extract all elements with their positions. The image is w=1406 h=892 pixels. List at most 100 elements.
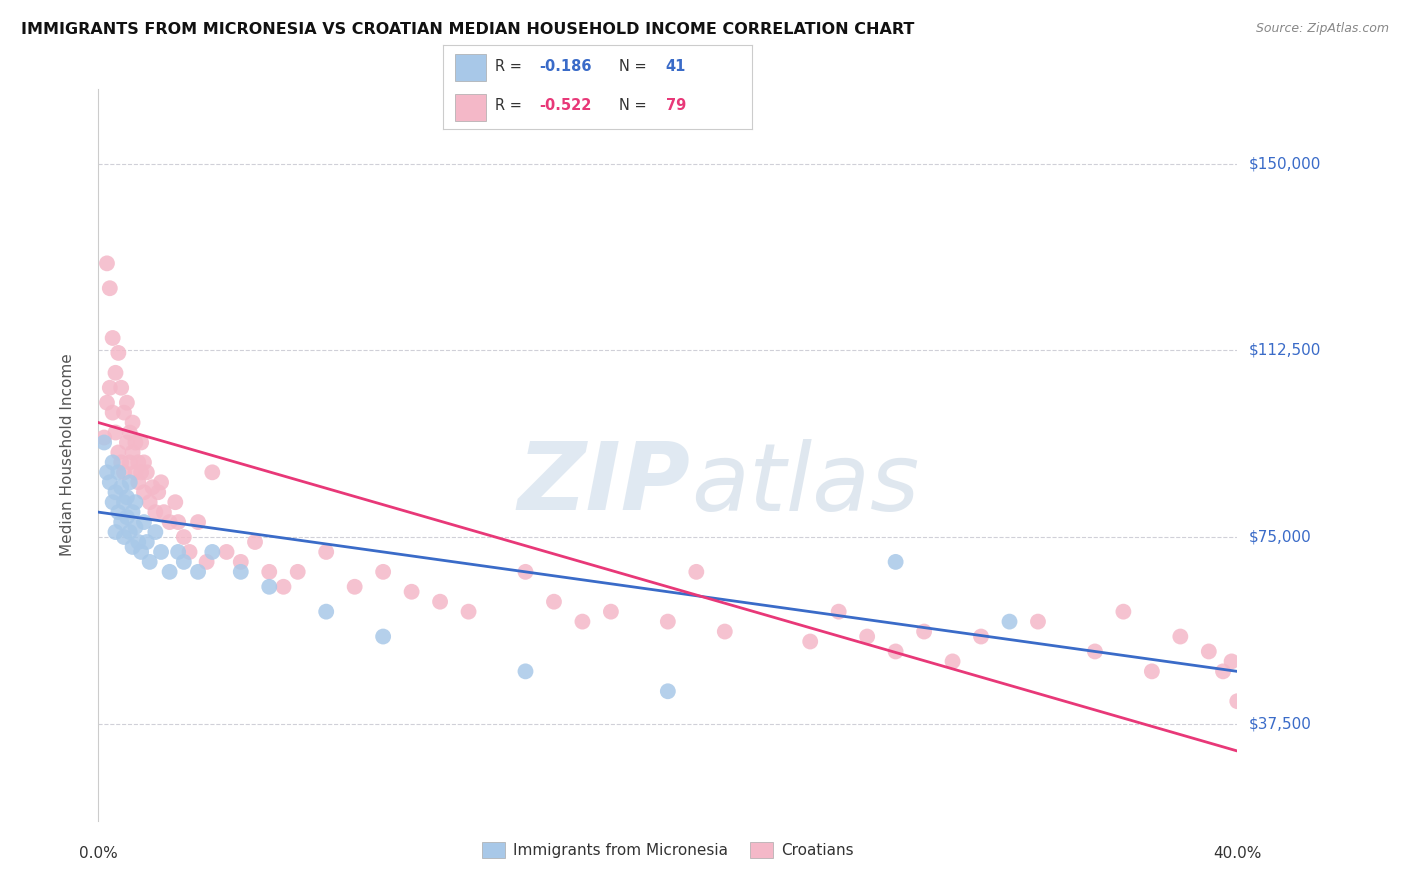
Text: 40.0%: 40.0% (1213, 846, 1261, 861)
Point (112, 530, 135, 544)
Point (1212, 665, 1234, 679)
Bar (456, 54, 486, 81)
Point (101, 331, 124, 345)
Bar (456, 94, 486, 120)
Point (124, 495, 146, 509)
Point (884, 555, 907, 569)
Point (401, 584, 423, 599)
Point (571, 615, 593, 629)
Text: -0.186: -0.186 (538, 59, 592, 74)
Text: IMMIGRANTS FROM MICRONESIA VS CROATIAN MEDIAN HOUSEHOLD INCOME CORRELATION CHART: IMMIGRANTS FROM MICRONESIA VS CROATIAN M… (21, 22, 914, 37)
Point (110, 381, 132, 395)
Point (373, 565, 395, 579)
Point (110, 455, 132, 469)
Point (135, 466, 157, 480)
Point (315, 545, 337, 559)
Point (129, 466, 152, 480)
Point (124, 466, 146, 480)
Point (1226, 694, 1249, 708)
Text: $75,000: $75,000 (1249, 530, 1312, 544)
Point (124, 520, 146, 534)
Point (259, 565, 281, 579)
Point (515, 565, 537, 579)
Point (101, 495, 124, 509)
Point (132, 455, 155, 469)
Text: N =: N = (619, 98, 651, 113)
Point (229, 565, 252, 579)
Point (148, 485, 170, 500)
Point (96, 256, 118, 270)
Point (201, 545, 224, 559)
Text: 41: 41 (665, 59, 686, 74)
Point (167, 545, 190, 559)
Text: 79: 79 (665, 98, 686, 113)
Point (115, 510, 138, 524)
Point (110, 480, 132, 494)
Point (343, 580, 366, 594)
Point (104, 524, 127, 539)
Point (1140, 665, 1163, 679)
Point (112, 466, 135, 480)
Point (1112, 605, 1135, 619)
Point (1198, 644, 1220, 658)
Point (138, 495, 160, 509)
Point (1170, 630, 1192, 644)
Point (187, 565, 209, 579)
Point (101, 455, 124, 469)
Point (127, 535, 149, 549)
Point (187, 515, 209, 529)
Point (93, 435, 115, 450)
Point (124, 435, 146, 450)
Point (912, 624, 935, 639)
Point (150, 475, 173, 490)
Point (121, 505, 143, 519)
Point (159, 565, 181, 579)
Point (828, 605, 851, 619)
Point (129, 545, 152, 559)
Point (685, 565, 707, 579)
Point (145, 524, 167, 539)
Point (884, 644, 907, 658)
Text: R =: R = (495, 98, 527, 113)
Point (273, 580, 295, 594)
Point (998, 615, 1021, 629)
Point (98, 381, 121, 395)
Point (167, 515, 190, 529)
Point (657, 615, 679, 629)
Point (1026, 615, 1049, 629)
Point (165, 495, 187, 509)
Text: N =: N = (619, 59, 651, 74)
Point (118, 475, 141, 490)
Text: -0.522: -0.522 (538, 98, 591, 113)
Point (229, 555, 252, 569)
Point (179, 545, 201, 559)
Point (104, 485, 127, 500)
Point (159, 515, 181, 529)
Point (96, 466, 118, 480)
Point (132, 485, 155, 500)
Point (110, 515, 132, 529)
Point (173, 555, 195, 569)
Point (600, 605, 623, 619)
Point (259, 580, 281, 594)
Point (141, 480, 163, 494)
Text: R =: R = (495, 59, 527, 74)
Point (215, 545, 238, 559)
Point (942, 654, 965, 668)
Point (429, 595, 451, 609)
Point (93, 430, 115, 444)
Point (138, 555, 160, 569)
Text: $150,000: $150,000 (1249, 156, 1320, 171)
Point (115, 395, 138, 409)
Point (101, 406, 124, 420)
Point (153, 505, 176, 519)
Text: Source: ZipAtlas.com: Source: ZipAtlas.com (1256, 22, 1389, 36)
Point (315, 605, 337, 619)
Point (107, 505, 129, 519)
Point (243, 535, 266, 549)
Point (714, 624, 737, 639)
Point (657, 684, 679, 698)
Point (118, 455, 141, 469)
Point (115, 435, 138, 450)
Point (856, 630, 879, 644)
